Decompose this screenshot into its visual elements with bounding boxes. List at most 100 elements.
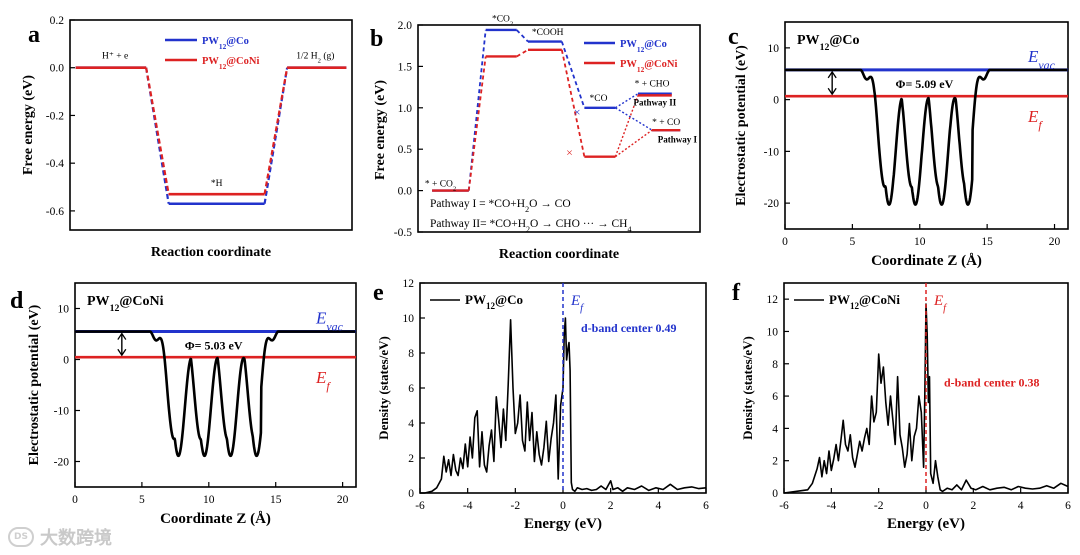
panel-f-xtick-label: -6	[779, 500, 789, 512]
text-segment: 10	[58, 304, 70, 316]
panel-c-work-function: Φ= 5.09 eV	[896, 77, 954, 91]
text-segment: 4	[772, 423, 778, 435]
text-segment: 10	[203, 494, 215, 506]
text-segment: 1/2 H	[296, 52, 318, 62]
panel-b-state-label: *CO	[590, 94, 608, 104]
text-segment: 0.5	[398, 144, 413, 156]
text-segment: 10	[767, 326, 779, 338]
text-segment: *CO	[492, 15, 510, 25]
text-segment: a	[28, 22, 40, 48]
panel-f-dband-center: d-band center 0.38	[944, 375, 1039, 389]
panel-d-work-function: Φ= 5.03 eV	[185, 338, 243, 352]
panel-d-frame	[74, 282, 357, 488]
text-segment: 0	[782, 236, 788, 248]
text-segment: Φ= 5.03 eV	[185, 338, 243, 352]
text-segment: vac	[1038, 58, 1055, 72]
text-segment: Coordinate Z (Å)	[871, 253, 982, 269]
panel-b-pathway-connector	[614, 95, 639, 157]
text-segment: 0.0	[50, 63, 65, 75]
panel-d-xtick-label: 5	[139, 494, 145, 506]
text-segment: 20	[1049, 236, 1061, 248]
text-segment: 12	[219, 62, 227, 71]
panel-a-connector-1	[263, 67, 289, 195]
text-segment: 20	[337, 494, 349, 506]
text-segment: 2	[772, 456, 778, 468]
panel-d-ytick-label: -20	[54, 457, 70, 469]
panel-b-xlabel: Reaction coordinate	[499, 247, 619, 262]
panel-e-fermi-label: Ef	[570, 293, 585, 314]
panel-e-ytick-label: 8	[408, 348, 414, 360]
panel-b-connector-1	[516, 49, 529, 58]
text-segment: -0.5	[394, 227, 412, 239]
text-segment: -4	[463, 500, 473, 512]
panel-b-frame	[417, 24, 701, 233]
panel-f-ytick-label: 6	[772, 391, 778, 403]
panel-c-potential-curve	[784, 68, 1069, 206]
text-segment: PW	[202, 36, 219, 47]
panel-b-ytick-label: 0.0	[398, 186, 413, 198]
panel-e-ytick-label: 2	[408, 453, 414, 465]
panel-a-ytick-label: -0.4	[46, 158, 64, 170]
panel-f-ylabel: Density (states/eV)	[740, 336, 755, 440]
panel-b-state-label: * + CO2	[425, 179, 456, 192]
panel-b-cross-mark: ×	[574, 105, 581, 119]
panel-a-label: a	[28, 22, 40, 48]
panel-c-frame	[784, 21, 1069, 230]
text-segment: Reaction coordinate	[499, 247, 619, 262]
panel-f-fermi-label: Ef	[933, 293, 948, 314]
panel-b-state-label: * + CO	[652, 118, 680, 128]
panel-e-label: e	[373, 280, 384, 306]
text-segment: * + CHO	[635, 79, 670, 89]
text-segment: 12	[637, 65, 645, 74]
text-segment: E	[315, 368, 327, 387]
text-segment: Pathway II	[633, 97, 676, 107]
text-segment: 6	[703, 500, 709, 512]
text-segment: Energy (eV)	[524, 516, 602, 532]
text-segment: -20	[54, 457, 70, 469]
panel-e-xtick-label: 4	[655, 500, 661, 512]
panel-b-pathway-connector	[614, 129, 653, 158]
text-segment: -2	[874, 500, 884, 512]
panel-b-connector-0	[467, 29, 487, 191]
panel-a-ytick-label: -0.6	[46, 206, 64, 218]
text-segment: -0.2	[46, 110, 64, 122]
text-segment: *COOH	[532, 28, 564, 38]
text-segment: 2	[525, 205, 529, 214]
text-segment: PW	[797, 33, 820, 48]
panel-b-ytick-label: 2.0	[398, 20, 413, 32]
text-segment: 6	[772, 391, 778, 403]
text-segment: -10	[764, 146, 780, 158]
panel-c-xtick-label: 15	[981, 236, 993, 248]
panel-a-xlabel: Reaction coordinate	[151, 245, 271, 260]
panel-a-ytick-label: -0.2	[46, 110, 64, 122]
panel-f-legend-label: PW12@CoNi	[829, 292, 900, 311]
text-segment: Φ= 5.09 eV	[896, 77, 954, 91]
text-segment: f	[580, 303, 585, 314]
text-segment: 12	[820, 42, 830, 53]
text-segment: O → CO	[529, 198, 571, 210]
panel-d-potential-curve	[74, 330, 357, 458]
panel-d-ef-label: Ef	[315, 368, 331, 393]
panel-a-ylabel: Free energy (eV)	[21, 75, 36, 175]
text-segment: PW	[465, 292, 486, 307]
text-segment: 1.5	[398, 61, 413, 73]
text-segment: Energy (eV)	[887, 516, 965, 532]
text-segment: -10	[54, 406, 70, 418]
text-segment: 10	[768, 43, 780, 55]
text-segment: 2	[526, 225, 530, 234]
text-segment: Density (states/eV)	[376, 336, 391, 440]
watermark: DS 大数跨境	[8, 524, 112, 550]
text-segment: Free energy (eV)	[21, 75, 36, 175]
text-segment: ×	[566, 146, 573, 160]
panel-f-ytick-label: 0	[772, 488, 778, 500]
text-segment: @Co	[829, 33, 859, 48]
panel-c-evac-label: Evac	[1027, 47, 1056, 72]
text-segment: @Co	[644, 39, 667, 50]
panel-d-xtick-label: 0	[72, 494, 78, 506]
panel-e-dband-center: d-band center 0.49	[581, 321, 676, 335]
text-segment: e	[373, 280, 384, 306]
text-segment: 2.0	[398, 20, 413, 32]
panel-f-ytick-label: 12	[767, 294, 779, 306]
panel-d-title: PW12@CoNi	[87, 294, 164, 314]
text-segment: -0.6	[46, 206, 64, 218]
